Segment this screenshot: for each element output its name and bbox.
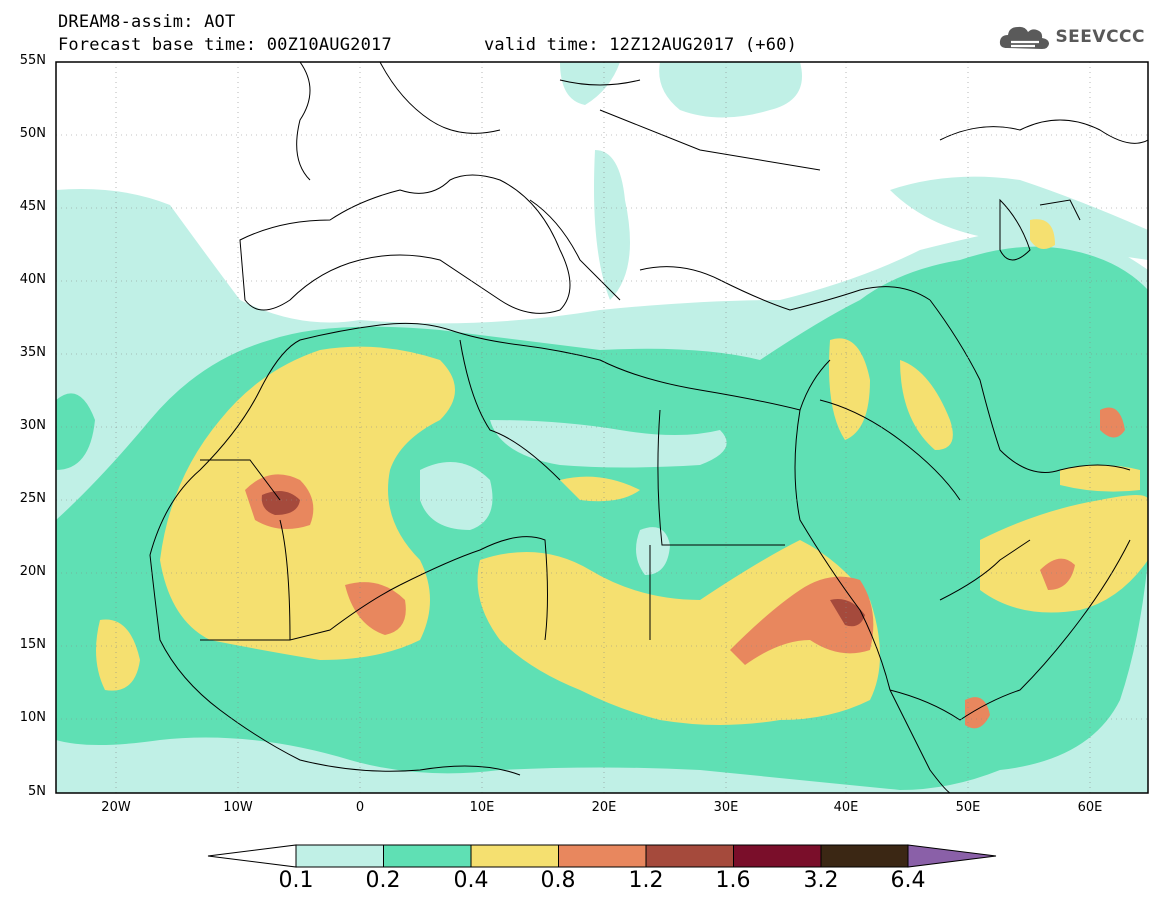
colorbar bbox=[207, 844, 997, 868]
aot-contour-1.2 bbox=[261, 491, 300, 515]
map-frame bbox=[55, 61, 1149, 794]
lon-tick-label: 60E bbox=[1077, 800, 1103, 815]
colorbar-bin-0.2 bbox=[383, 844, 472, 868]
lat-tick-label: 35N bbox=[19, 345, 46, 360]
lat-tick-label: 45N bbox=[19, 199, 46, 214]
colorbar-bin-1.6 bbox=[733, 844, 822, 868]
lat-tick-label: 40N bbox=[19, 272, 46, 287]
seevccc-logo: SEEVCCC bbox=[999, 22, 1145, 52]
lon-tick-label: 50E bbox=[955, 800, 981, 815]
lat-tick-label: 25N bbox=[19, 491, 46, 506]
coastlines bbox=[149, 62, 1148, 793]
colorbar-label: 3.2 bbox=[803, 868, 839, 893]
colorbar-bin-0.1 bbox=[295, 844, 384, 868]
lat-tick-label: 55N bbox=[19, 53, 46, 68]
lon-tick-label: 40E bbox=[833, 800, 859, 815]
colorbar-label: 6.4 bbox=[890, 868, 926, 893]
lon-tick-label: 10E bbox=[469, 800, 495, 815]
colorbar-bin-3.2 bbox=[820, 844, 909, 868]
colorbar-bin-0.4 bbox=[470, 844, 559, 868]
colorbar-bin-1.2 bbox=[645, 844, 734, 868]
lon-tick-label: 20E bbox=[591, 800, 617, 815]
lat-tick-label: 50N bbox=[19, 126, 46, 141]
title-line-2: Forecast base time: 00Z10AUG2017 bbox=[58, 35, 392, 55]
lat-tick-label: 15N bbox=[19, 637, 46, 652]
graticule bbox=[56, 62, 1148, 793]
lat-tick-label: 20N bbox=[19, 564, 46, 579]
title-valid-time: valid time: 12Z12AUG2017 (+60) bbox=[484, 35, 798, 55]
lat-tick-label: 30N bbox=[19, 418, 46, 433]
colorbar-label: 0.2 bbox=[365, 868, 401, 893]
lon-tick-label: 30E bbox=[713, 800, 739, 815]
title-line-1: DREAM8-assim: AOT bbox=[58, 12, 236, 32]
lon-tick-label: 10W bbox=[223, 800, 253, 815]
lat-tick-label: 10N bbox=[19, 710, 46, 725]
lon-tick-label: 0 bbox=[355, 800, 365, 815]
lat-tick-label: 5N bbox=[28, 784, 46, 799]
colorbar-low-arrow bbox=[207, 844, 297, 868]
colorbar-bin-0.8 bbox=[558, 844, 647, 868]
colorbar-label: 0.1 bbox=[278, 868, 314, 893]
aot-field bbox=[56, 62, 1148, 793]
colorbar-label: 0.8 bbox=[540, 868, 576, 893]
colorbar-label: 1.6 bbox=[715, 868, 751, 893]
colorbar-label: 1.2 bbox=[628, 868, 664, 893]
colorbar-high-arrow bbox=[907, 844, 997, 868]
logo-text: SEEVCCC bbox=[1055, 27, 1145, 47]
lon-tick-label: 20W bbox=[101, 800, 131, 815]
cloud-icon bbox=[1000, 26, 1050, 49]
colorbar-label: 0.4 bbox=[453, 868, 489, 893]
